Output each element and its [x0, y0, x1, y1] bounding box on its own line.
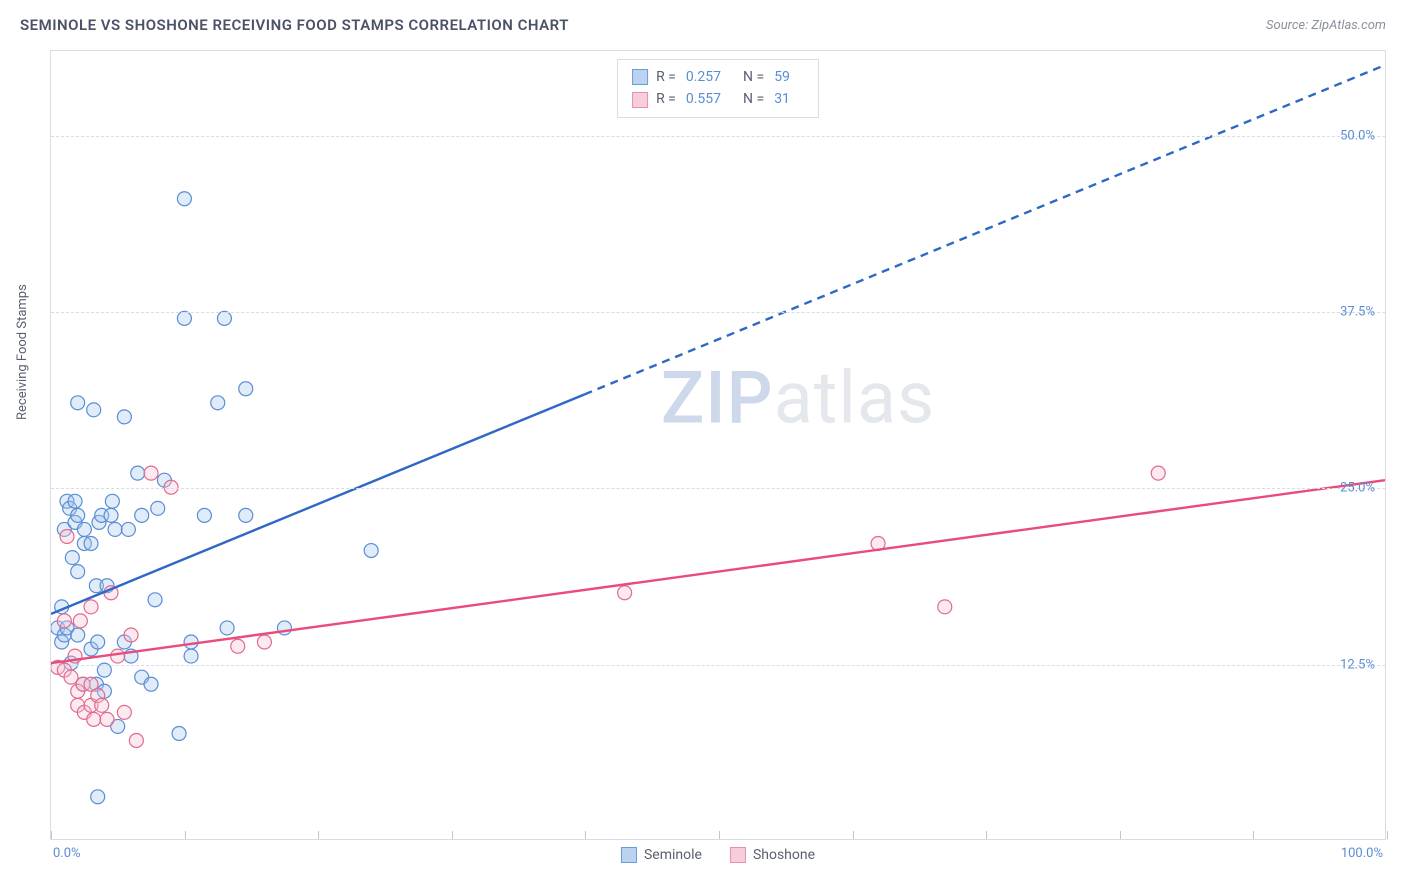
- scatter-point-shoshone: [618, 586, 632, 600]
- scatter-point-shoshone: [57, 614, 71, 628]
- gridline: [51, 488, 1385, 489]
- scatter-point-seminole: [121, 522, 135, 536]
- y-tick-label: 37.5%: [1340, 304, 1375, 319]
- x-tick: [1253, 831, 1254, 839]
- y-tick-label: 50.0%: [1340, 128, 1375, 143]
- swatch-shoshone: [730, 847, 746, 863]
- scatter-point-seminole: [211, 396, 225, 410]
- x-tick: [51, 831, 52, 839]
- scatter-point-seminole: [197, 508, 211, 522]
- scatter-point-seminole: [364, 544, 378, 558]
- x-tick: [452, 831, 453, 839]
- scatter-point-seminole: [184, 649, 198, 663]
- swatch-seminole: [621, 847, 637, 863]
- scatter-point-seminole: [87, 403, 101, 417]
- scatter-point-shoshone: [111, 649, 125, 663]
- x-tick: [719, 831, 720, 839]
- scatter-point-seminole: [105, 494, 119, 508]
- x-tick: [1120, 831, 1121, 839]
- scatter-point-seminole: [148, 593, 162, 607]
- scatter-point-seminole: [135, 508, 149, 522]
- legend-stats-row-seminole: R = 0.257 N = 59: [632, 66, 804, 88]
- x-tick: [986, 831, 987, 839]
- gridline: [51, 136, 1385, 137]
- scatter-point-shoshone: [144, 466, 158, 480]
- x-tick-label-min: 0.0%: [53, 846, 81, 861]
- scatter-point-seminole: [84, 537, 98, 551]
- plot-svg: [51, 51, 1385, 839]
- scatter-point-seminole: [239, 508, 253, 522]
- scatter-point-shoshone: [164, 480, 178, 494]
- scatter-point-seminole: [108, 522, 122, 536]
- scatter-point-seminole: [71, 396, 85, 410]
- swatch-seminole: [632, 69, 648, 85]
- source-attribution: Source: ZipAtlas.com: [1266, 18, 1386, 33]
- chart-title: SEMINOLE VS SHOSHONE RECEIVING FOOD STAM…: [20, 16, 569, 34]
- x-tick: [585, 831, 586, 839]
- scatter-point-seminole: [71, 628, 85, 642]
- legend-item-seminole: Seminole: [621, 847, 702, 863]
- scatter-point-shoshone: [73, 614, 87, 628]
- chart-container: ZIPatlas R = 0.257 N = 59 R = 0.557 N = …: [50, 50, 1386, 840]
- swatch-shoshone: [632, 92, 648, 108]
- scatter-point-seminole: [71, 508, 85, 522]
- scatter-point-seminole: [144, 677, 158, 691]
- scatter-point-shoshone: [231, 639, 245, 653]
- scatter-point-shoshone: [95, 698, 109, 712]
- scatter-point-seminole: [104, 508, 118, 522]
- scatter-point-shoshone: [84, 600, 98, 614]
- scatter-point-seminole: [239, 382, 253, 396]
- y-tick-label: 25.0%: [1340, 481, 1375, 496]
- y-axis-label: Receiving Food Stamps: [15, 284, 30, 420]
- scatter-point-seminole: [177, 311, 191, 325]
- scatter-point-seminole: [220, 621, 234, 635]
- scatter-point-seminole: [117, 410, 131, 424]
- scatter-point-seminole: [217, 311, 231, 325]
- legend-series: Seminole Shoshone: [621, 847, 815, 863]
- scatter-point-seminole: [71, 565, 85, 579]
- scatter-point-seminole: [151, 501, 165, 515]
- scatter-point-shoshone: [938, 600, 952, 614]
- scatter-point-shoshone: [60, 529, 74, 543]
- scatter-point-seminole: [172, 726, 186, 740]
- gridline: [51, 312, 1385, 313]
- x-tick-label-max: 100.0%: [1341, 846, 1383, 861]
- trend-line-shoshone: [51, 480, 1385, 663]
- scatter-point-seminole: [177, 192, 191, 206]
- x-tick: [1387, 831, 1388, 839]
- scatter-point-seminole: [91, 790, 105, 804]
- scatter-point-shoshone: [124, 628, 138, 642]
- scatter-point-seminole: [77, 522, 91, 536]
- scatter-point-shoshone: [129, 734, 143, 748]
- scatter-point-shoshone: [257, 635, 271, 649]
- legend-stats: R = 0.257 N = 59 R = 0.557 N = 31: [617, 59, 819, 118]
- x-tick: [185, 831, 186, 839]
- y-tick-label: 12.5%: [1340, 657, 1375, 672]
- scatter-point-seminole: [184, 635, 198, 649]
- scatter-point-seminole: [91, 635, 105, 649]
- scatter-point-shoshone: [1151, 466, 1165, 480]
- x-tick: [853, 831, 854, 839]
- x-tick: [318, 831, 319, 839]
- scatter-point-seminole: [131, 466, 145, 480]
- scatter-point-shoshone: [87, 712, 101, 726]
- legend-item-shoshone: Shoshone: [730, 847, 815, 863]
- legend-stats-row-shoshone: R = 0.557 N = 31: [632, 88, 804, 110]
- scatter-point-seminole: [65, 551, 79, 565]
- scatter-point-shoshone: [117, 705, 131, 719]
- scatter-point-shoshone: [100, 712, 114, 726]
- gridline: [51, 665, 1385, 666]
- trend-line-seminole: [51, 394, 585, 614]
- scatter-point-seminole: [68, 494, 82, 508]
